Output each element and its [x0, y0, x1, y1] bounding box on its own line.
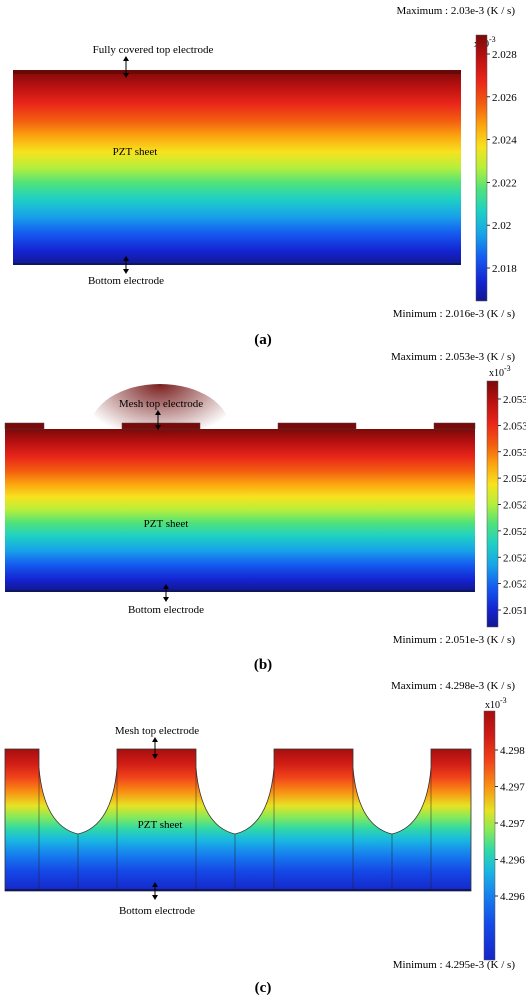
pzt-sheet-a [13, 70, 461, 265]
bottom-arrow-b [163, 584, 169, 602]
top-arrow-b [155, 410, 161, 430]
top-electrode-label-c: Mesh top electrode [115, 725, 199, 737]
min-label-a: Minimum : 2.016e-3 (K / s) [393, 308, 516, 320]
max-label-c: Maximum : 4.298e-3 (K / s) [391, 680, 515, 692]
colorbar-tick-label: 2.024 [492, 135, 517, 147]
min-label-b: Minimum : 2.051e-3 (K / s) [393, 634, 516, 646]
bottom-electrode-c [5, 889, 471, 891]
colorbar-tick-label: 2.052 [503, 473, 526, 485]
panel-a: Maximum : 2.03e-3 (K / s) x10-3 Fully co… [13, 5, 517, 348]
pzt-sheet-c [5, 749, 471, 891]
mesh-electrodes-b [4, 422, 476, 430]
colorbar-tick-label: 2.052 [503, 579, 526, 591]
colorbar-ticks-a: 2.028 2.026 2.024 2.022 2.02 2.018 [487, 49, 517, 275]
min-label-c: Minimum : 4.295e-3 (K / s) [393, 959, 516, 971]
top-arrow-a [123, 56, 129, 78]
bottom-electrode-b [5, 590, 475, 592]
mesh-lines-c [38, 768, 432, 891]
top-electrode-a [13, 70, 461, 74]
max-label-a: Maximum : 2.03e-3 (K / s) [396, 5, 515, 17]
colorbar-tick-label: 2.052 [503, 526, 526, 538]
colorbar-ticks-c: 4.298 4.297 4.297 4.296 4.296 [495, 745, 525, 903]
colorbar-tick-label: 2.018 [492, 263, 517, 275]
colorbar-tick-label: 4.297 [500, 818, 525, 830]
colorbar-tick-label: 2.053 [503, 394, 526, 406]
colorbar-tick-label: 2.02 [492, 220, 511, 232]
colorbar-tick-label: 4.298 [500, 745, 525, 757]
top-electrode-label-a: Fully covered top electrode [93, 44, 214, 56]
pzt-sheet-b [5, 429, 475, 591]
bottom-arrow-c [152, 882, 158, 900]
max-label-b: Maximum : 2.053e-3 (K / s) [391, 351, 515, 363]
pzt-sheet-label-a: PZT sheet [113, 146, 158, 158]
colorbar-tick-label: 4.296 [500, 891, 525, 903]
multiplier-b: x10-3 [489, 364, 511, 379]
colorbar-tick-label: 2.052 [503, 552, 526, 564]
caption-b: (b) [254, 657, 272, 673]
caption-c: (c) [255, 980, 272, 996]
colorbar-tick-label: 2.053 [503, 447, 526, 459]
colorbar-tick-label: 2.051 [503, 605, 526, 617]
colorbar-tick-label: 2.052 [503, 500, 526, 512]
panel-c: Maximum : 4.298e-3 (K / s) x10-3 Mesh to… [4, 680, 525, 996]
top-arrow-c [152, 737, 158, 759]
top-electrode-label-b: Mesh top electrode [119, 398, 203, 410]
bottom-electrode-a [13, 263, 461, 265]
colorbar-tick-label: 2.028 [492, 49, 517, 61]
multiplier-c: x10-3 [485, 696, 507, 711]
pzt-sheet-label-c: PZT sheet [138, 819, 183, 831]
colorbar-tick-label: 2.053 [503, 420, 526, 432]
panel-b: Maximum : 2.053e-3 (K / s) x10-3 Mesh to… [4, 351, 526, 673]
bottom-electrode-label-c: Bottom electrode [119, 905, 195, 917]
caption-a: (a) [254, 332, 272, 348]
bottom-arrow-a [123, 256, 129, 274]
colorbar-b [486, 380, 499, 628]
pzt-outline-c [4, 748, 472, 892]
colorbar-ticks-b: 2.053 2.053 2.053 2.052 2.052 2.052 2.052 2.052… [498, 394, 526, 617]
colorbar-tick-label: 2.026 [492, 92, 517, 104]
colorbar-tick-label: 2.022 [492, 177, 517, 189]
bottom-electrode-label-b: Bottom electrode [128, 604, 204, 616]
pzt-sheet-label-b: PZT sheet [144, 518, 189, 530]
colorbar-c [483, 710, 496, 961]
colorbar-tick-label: 4.297 [500, 782, 525, 794]
colorbar-a [475, 34, 488, 302]
colorbar-tick-label: 4.296 [500, 855, 525, 867]
bottom-electrode-label-a: Bottom electrode [88, 275, 164, 287]
